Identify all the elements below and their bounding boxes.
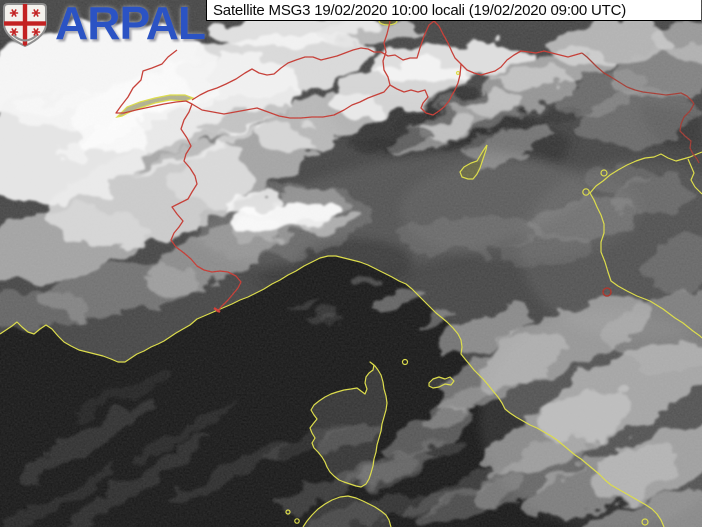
arpal-logo: ARPAL (2, 0, 206, 49)
timestamp-text: Satellite MSG3 19/02/2020 10:00 locali (… (213, 1, 627, 19)
hull-curve (12, 34, 38, 42)
arpal-wordmark: ARPAL (55, 0, 206, 49)
liguria-caravel-shield-icon (3, 3, 47, 48)
star-icons (9, 9, 41, 36)
timestamp-bar: Satellite MSG3 19/02/2020 10:00 locali (… (206, 0, 701, 21)
